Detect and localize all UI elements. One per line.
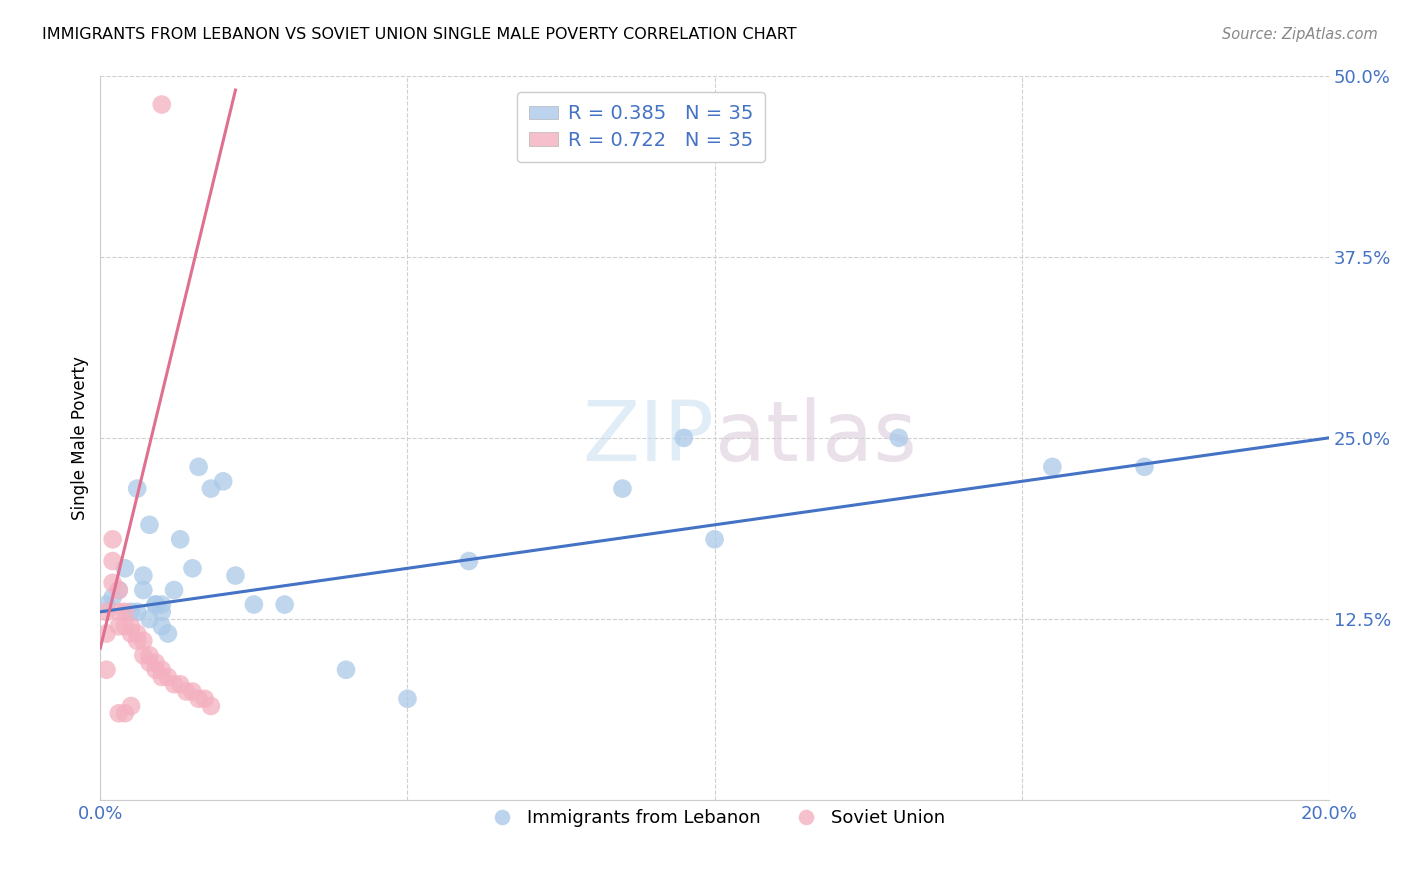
Point [187,459,209,474]
Point [612,482,634,496]
Point [1040,459,1063,474]
Point [163,582,186,597]
Point [132,582,155,597]
Point [150,663,173,677]
Point [120,626,142,640]
Point [120,698,142,713]
Point [114,619,136,633]
Point [120,605,142,619]
Text: IMMIGRANTS FROM LEBANON VS SOVIET UNION SINGLE MALE POVERTY CORRELATION CHART: IMMIGRANTS FROM LEBANON VS SOVIET UNION … [42,27,797,42]
Point [96,626,118,640]
Point [96,605,118,619]
Point [145,598,167,612]
Point [132,633,155,648]
Legend: Immigrants from Lebanon, Soviet Union: Immigrants from Lebanon, Soviet Union [477,802,952,835]
Point [127,605,149,619]
Point [120,619,142,633]
Text: atlas: atlas [714,397,917,478]
Point [150,619,173,633]
Point [127,482,149,496]
Point [156,626,179,640]
Point [114,706,136,721]
Point [107,706,129,721]
Point [163,677,186,691]
Point [107,582,129,597]
Point [150,598,173,612]
Point [224,568,246,582]
Point [243,598,266,612]
Point [457,554,479,568]
Point [114,605,136,619]
Point [145,656,167,670]
Point [181,561,204,575]
Point [273,598,295,612]
Point [703,533,725,547]
Point [145,598,167,612]
Text: ZIP: ZIP [582,397,714,478]
Point [1133,459,1156,474]
Point [335,663,357,677]
Point [150,97,173,112]
Point [150,605,173,619]
Point [114,561,136,575]
Point [107,619,129,633]
Point [187,691,209,706]
Point [132,648,155,663]
Y-axis label: Single Male Poverty: Single Male Poverty [72,356,89,520]
Point [887,431,910,445]
Point [200,698,222,713]
Point [200,482,222,496]
Point [127,633,149,648]
Point [107,605,129,619]
Point [672,431,695,445]
Point [169,677,191,691]
Point [176,684,198,698]
Point [132,568,155,582]
Point [101,575,124,590]
Point [396,691,419,706]
Point [156,670,179,684]
Point [150,670,173,684]
Point [181,684,204,698]
Point [101,591,124,605]
Point [96,598,118,612]
Point [194,691,217,706]
Point [212,475,235,489]
Point [127,626,149,640]
Point [138,612,160,626]
Text: Source: ZipAtlas.com: Source: ZipAtlas.com [1222,27,1378,42]
Point [145,663,167,677]
Point [96,663,118,677]
Point [169,533,191,547]
Point [138,648,160,663]
Point [101,533,124,547]
Point [107,582,129,597]
Point [101,554,124,568]
Point [138,656,160,670]
Point [138,517,160,532]
